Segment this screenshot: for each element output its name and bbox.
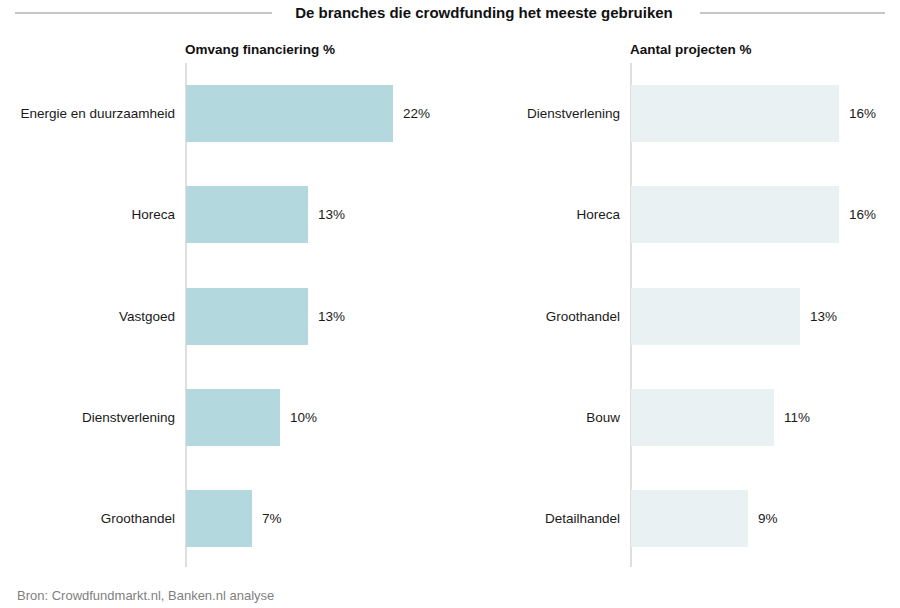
category-label: Groothandel [0,490,175,547]
value-label: 10% [290,389,317,446]
left-chart-subtitle: Omvang financiering % [185,42,335,57]
crowdfunding-infographic: De branches die crowdfunding het meeste … [0,0,900,608]
page-title: De branches die crowdfunding het meeste … [290,4,678,21]
category-label: Energie en duurzaamheid [0,85,175,142]
category-label: Bouw [450,389,620,446]
bar [631,85,839,142]
category-label: Groothandel [450,288,620,345]
value-label: 9% [758,490,778,547]
value-label: 16% [849,85,876,142]
bar [631,389,774,446]
right-chart-subtitle: Aantal projecten % [630,42,752,57]
title-divider-right [700,12,885,14]
category-label: Vastgoed [0,288,175,345]
value-label: 13% [318,186,345,243]
category-label: Dienstverlening [450,85,620,142]
category-label: Horeca [450,186,620,243]
value-label: 7% [262,490,282,547]
bar [631,490,748,547]
value-label: 13% [810,288,837,345]
bar [186,85,393,142]
bar [186,288,308,345]
bar [186,490,252,547]
bar [631,186,839,243]
value-label: 11% [784,389,810,446]
title-divider-left [15,12,272,14]
category-label: Detailhandel [450,490,620,547]
bar [631,288,800,345]
value-label: 22% [403,85,430,142]
bar [186,186,308,243]
value-label: 13% [318,288,345,345]
source-note: Bron: Crowdfundmarkt.nl, Banken.nl analy… [17,588,274,603]
value-label: 16% [849,186,876,243]
bar [186,389,280,446]
category-label: Dienstverlening [0,389,175,446]
category-label: Horeca [0,186,175,243]
